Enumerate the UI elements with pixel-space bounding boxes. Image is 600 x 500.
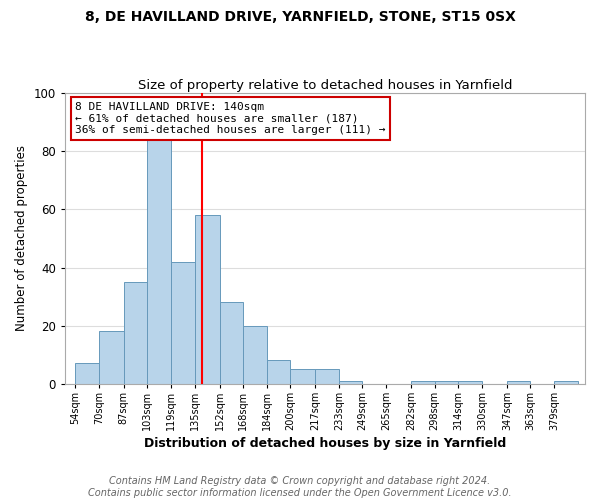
Bar bbox=[171, 262, 194, 384]
Bar bbox=[434, 381, 458, 384]
Text: Contains HM Land Registry data © Crown copyright and database right 2024.
Contai: Contains HM Land Registry data © Crown c… bbox=[88, 476, 512, 498]
Bar bbox=[75, 364, 99, 384]
Bar bbox=[554, 381, 578, 384]
Text: 8 DE HAVILLAND DRIVE: 140sqm
← 61% of detached houses are smaller (187)
36% of s: 8 DE HAVILLAND DRIVE: 140sqm ← 61% of de… bbox=[75, 102, 386, 135]
Bar bbox=[194, 215, 220, 384]
X-axis label: Distribution of detached houses by size in Yarnfield: Distribution of detached houses by size … bbox=[144, 437, 506, 450]
Bar bbox=[507, 381, 530, 384]
Bar bbox=[220, 302, 243, 384]
Bar bbox=[411, 381, 434, 384]
Bar bbox=[148, 140, 171, 384]
Text: 8, DE HAVILLAND DRIVE, YARNFIELD, STONE, ST15 0SX: 8, DE HAVILLAND DRIVE, YARNFIELD, STONE,… bbox=[85, 10, 515, 24]
Bar bbox=[99, 332, 124, 384]
Bar bbox=[458, 381, 482, 384]
Bar bbox=[290, 369, 316, 384]
Y-axis label: Number of detached properties: Number of detached properties bbox=[15, 146, 28, 332]
Title: Size of property relative to detached houses in Yarnfield: Size of property relative to detached ho… bbox=[137, 79, 512, 92]
Bar bbox=[267, 360, 290, 384]
Bar bbox=[316, 369, 339, 384]
Bar bbox=[124, 282, 148, 384]
Bar bbox=[339, 381, 362, 384]
Bar bbox=[243, 326, 267, 384]
